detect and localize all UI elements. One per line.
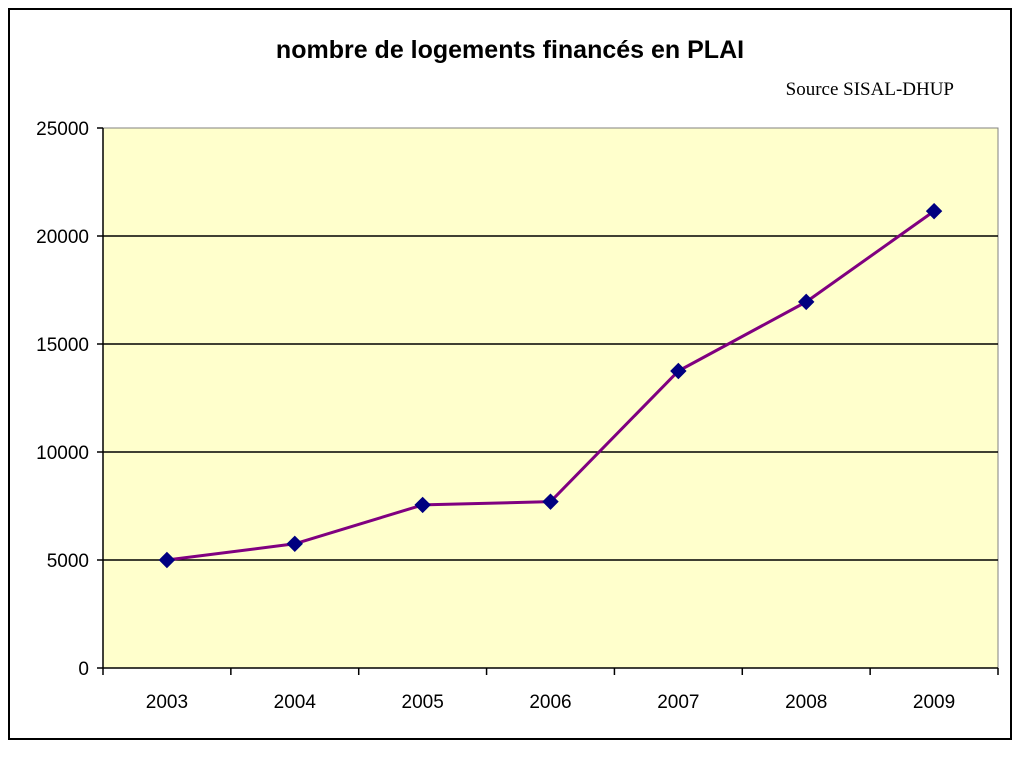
data-point-marker bbox=[414, 496, 431, 514]
source-annotation: Source SISAL-DHUP bbox=[786, 79, 954, 100]
plot-area bbox=[102, 127, 999, 669]
y-tick-label: 10000 bbox=[36, 443, 89, 464]
data-point-marker bbox=[286, 535, 303, 553]
data-point-marker bbox=[542, 493, 559, 510]
x-tick-label: 2008 bbox=[785, 692, 827, 713]
markers bbox=[158, 202, 943, 569]
x-tick-label: 2003 bbox=[146, 692, 188, 713]
x-tick-label: 2006 bbox=[529, 692, 571, 713]
y-tick-labels: 0 5000 10000 15000 20000 25000 bbox=[36, 119, 89, 680]
y-tick-label: 5000 bbox=[47, 551, 89, 572]
gridlines bbox=[103, 235, 998, 561]
data-point-marker bbox=[925, 202, 943, 220]
data-point-marker bbox=[670, 362, 687, 380]
y-tick-label: 25000 bbox=[36, 119, 89, 140]
chart-title: nombre de logements financés en PLAI bbox=[276, 36, 744, 64]
axes bbox=[97, 127, 999, 675]
y-tick-label: 20000 bbox=[36, 227, 89, 248]
x-tick-label: 2004 bbox=[274, 692, 317, 713]
x-tick-labels: 2003 2004 2005 2006 2007 2008 2009 bbox=[146, 692, 955, 713]
y-tick-label: 15000 bbox=[36, 335, 89, 356]
data-point-marker bbox=[798, 293, 815, 311]
x-tick-label: 2007 bbox=[657, 692, 699, 713]
y-tick-label: 0 bbox=[78, 659, 89, 680]
x-tick-label: 2005 bbox=[402, 692, 444, 713]
x-tick-label: 2009 bbox=[913, 692, 955, 713]
data-point-marker bbox=[158, 551, 176, 569]
